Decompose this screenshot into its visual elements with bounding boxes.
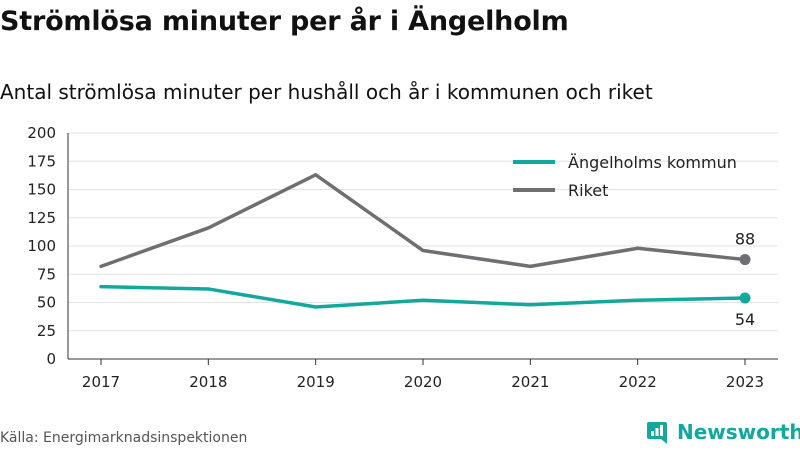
y-tick-label: 50 [37, 294, 56, 312]
y-tick-label: 150 [27, 181, 56, 199]
y-tick-label: 175 [27, 152, 56, 170]
y-tick-label: 75 [37, 265, 56, 283]
chart-title: Strömlösa minuter per år i Ängelholm [0, 6, 569, 37]
x-tick-label: 2019 [297, 373, 335, 391]
x-tick-label: 2022 [619, 373, 657, 391]
x-tick-label: 2018 [189, 373, 227, 391]
series-line-riket [99, 173, 747, 269]
x-tick-label: 2017 [82, 373, 120, 391]
legend-label: Riket [568, 181, 608, 200]
legend: Ängelholms kommun Riket [513, 153, 737, 200]
end-point-angelholm [739, 292, 751, 304]
end-value-label-riket: 88 [735, 230, 755, 249]
y-tick-label: 100 [27, 237, 56, 255]
y-tick-label: 0 [46, 350, 56, 368]
brand-name: Newsworthy [677, 420, 800, 444]
y-tick-label: 25 [37, 322, 56, 340]
legend-label: Ängelholms kommun [568, 153, 737, 172]
x-tick-label: 2021 [511, 373, 549, 391]
end-point-riket [739, 254, 751, 266]
series: 54 88 [99, 173, 755, 329]
y-tick-label: 200 [27, 124, 56, 142]
series-line-angelholm [99, 284, 747, 309]
chart-subtitle: Antal strömlösa minuter per hushåll och … [0, 80, 653, 104]
axes: 0 25 50 75 100 125 150 175 200 2017 2018 2019 2020 20… [27, 124, 778, 391]
end-value-label-angelholm: 54 [735, 310, 755, 329]
source-note: Källa: Energimarknadsinspektionen [0, 430, 248, 446]
x-tick-label: 2020 [404, 373, 442, 391]
brand: Newsworthy [645, 418, 800, 446]
newsworthy-logo-icon [647, 422, 667, 444]
y-tick-label: 125 [27, 209, 56, 227]
x-tick-label: 2023 [726, 373, 764, 391]
gridlines [68, 132, 778, 360]
